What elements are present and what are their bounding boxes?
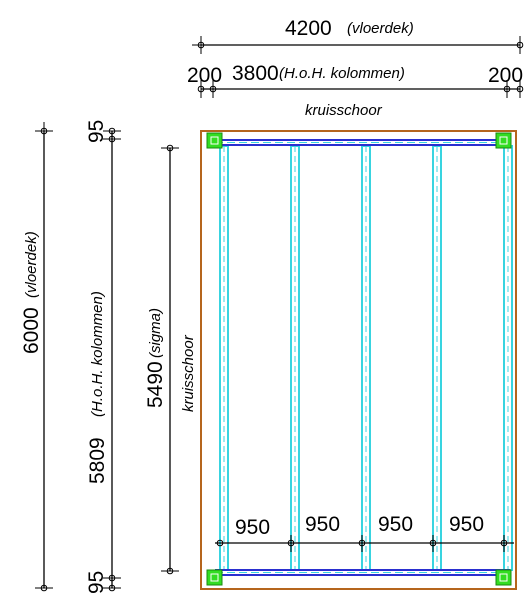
dim-deck-length	[35, 122, 53, 592]
column-bottom-left	[206, 569, 223, 586]
bracing-label-side: kruisschoor	[180, 334, 197, 412]
dim-total-width	[192, 36, 524, 54]
column-centres-value: 5809	[86, 437, 109, 484]
bottom-edge-value: 95	[85, 571, 108, 594]
column-bottom-right	[495, 569, 512, 586]
sigma-length-value: 5490	[144, 361, 167, 408]
sigma-spacing-4: 950	[449, 513, 484, 536]
span-note: (H.o.H. kolommen)	[279, 65, 405, 82]
dim-sigma-spacing	[215, 535, 514, 552]
top-edge-value: 95	[85, 120, 108, 143]
total-width-value: 4200	[285, 17, 332, 40]
left-edge-value: 200	[187, 64, 222, 87]
total-width-note: (vloerdek)	[347, 20, 414, 37]
dim-column-centres	[103, 127, 121, 592]
bracing-label-top: kruisschoor	[305, 102, 383, 119]
bottom-beam	[215, 569, 510, 576]
column-top-left	[206, 132, 223, 149]
span-value: 3800	[232, 62, 279, 85]
top-beam	[215, 139, 510, 146]
deck-length-note: (vloerdek)	[23, 231, 40, 298]
dim-sigma-length	[161, 144, 179, 575]
sigma-length-note: (sigma)	[147, 308, 164, 358]
dim-column-spacing	[197, 80, 524, 98]
columns	[206, 132, 512, 586]
sigma-spacing-2: 950	[305, 513, 340, 536]
sigma-spacing-3: 950	[378, 513, 413, 536]
floor-deck-outline	[200, 130, 517, 590]
sigma-spacing-1: 950	[235, 516, 270, 539]
right-edge-value: 200	[488, 64, 523, 87]
column-top-right	[495, 132, 512, 149]
deck-length-value: 6000	[20, 307, 43, 354]
column-centres-note: (H.o.H. kolommen)	[89, 291, 106, 417]
